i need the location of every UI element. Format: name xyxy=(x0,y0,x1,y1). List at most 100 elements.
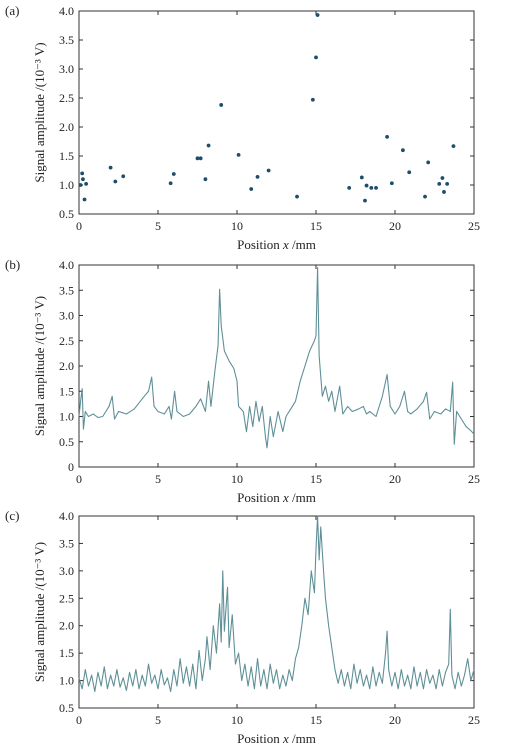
y-tick-label: 4.0 xyxy=(59,509,74,523)
y-axis-label: Signal amplitude /(10⁻³ V) xyxy=(32,542,47,682)
data-point xyxy=(82,197,87,202)
data-point xyxy=(314,55,318,60)
data-point xyxy=(84,181,89,186)
data-point xyxy=(389,181,394,186)
y-tick-label: 0.5 xyxy=(59,207,74,221)
x-tick-label: 0 xyxy=(76,713,82,727)
y-tick-label: 3.5 xyxy=(59,33,74,47)
data-point xyxy=(219,103,224,107)
data-point xyxy=(401,148,405,153)
y-tick-label: 1.0 xyxy=(59,410,74,424)
y-tick-label: 1.0 xyxy=(59,674,74,688)
y-tick-label: 2.5 xyxy=(59,334,74,348)
panel-a: 0 5 10 15 20 25 0.5 1.0 1.5 2.0 2.5 3.0 3.5 4.0 (a) Pos… xyxy=(5,3,480,252)
x-tick-label: 5 xyxy=(155,713,161,727)
panel-label: (c) xyxy=(5,508,19,523)
series-line xyxy=(78,266,475,449)
data-point xyxy=(310,97,315,102)
x-tick-label: 20 xyxy=(389,219,401,233)
x-axis-label-text: Position xyxy=(237,237,283,252)
data-point xyxy=(255,174,260,179)
x-tick-label: 15 xyxy=(310,713,322,727)
x-axis-label: Position x /mm xyxy=(237,237,316,252)
data-point xyxy=(236,152,241,157)
data-point xyxy=(295,194,299,199)
y-axis-label: Signal amplitude /(10⁻³ V) xyxy=(32,296,47,436)
data-point xyxy=(437,181,442,186)
plot-frame xyxy=(78,515,475,709)
series-line xyxy=(78,515,475,693)
y-tick-label: 2.0 xyxy=(59,619,74,633)
x-tick-label: 25 xyxy=(468,219,480,233)
data-point xyxy=(423,194,427,199)
y-tick-label: 3.0 xyxy=(59,309,74,323)
data-point xyxy=(363,198,367,203)
data-point xyxy=(171,172,176,176)
panel-c: 0 5 10 15 20 25 0.5 1.0 1.5 2.0 2.5 3.0 3.5 4.0 (c) Pos… xyxy=(5,508,480,746)
x-tick-label: 0 xyxy=(76,472,82,486)
data-point xyxy=(108,165,113,170)
data-point xyxy=(203,177,208,182)
y-tick-label: 4.0 xyxy=(59,258,74,272)
y-tick-label: 2.5 xyxy=(59,591,74,605)
data-point xyxy=(440,176,445,180)
y-tick-label: 2.0 xyxy=(59,359,74,373)
x-tick-label: 15 xyxy=(310,219,322,233)
x-tick-label: 5 xyxy=(155,472,161,486)
x-tick-label: 10 xyxy=(231,219,243,233)
data-point xyxy=(385,134,389,139)
y-axis-label: Signal amplitude /(10⁻³ V) xyxy=(32,42,47,182)
data-point xyxy=(78,183,83,187)
panel-b: 0 5 10 15 20 25 0 0.5 1.0 1.5 2.0 2.5 3.0 3.5 4.0 (b) Po… xyxy=(5,257,480,505)
y-tick-label: 4.0 xyxy=(59,4,74,18)
y-tick-label: 0.5 xyxy=(59,701,74,715)
y-tick-label: 3.0 xyxy=(59,62,74,76)
plot-frame xyxy=(78,264,475,468)
x-axis-label-variable: x xyxy=(282,731,289,746)
data-point xyxy=(315,13,320,17)
x-tick-label: 20 xyxy=(389,713,401,727)
data-point xyxy=(81,177,85,182)
x-tick-label: 25 xyxy=(468,472,480,486)
panel-label: (a) xyxy=(5,3,19,18)
data-point xyxy=(195,156,200,161)
y-tick-label: 3.5 xyxy=(59,536,74,550)
data-point xyxy=(442,190,446,194)
x-axis-label: Position x /mm xyxy=(237,490,316,505)
y-tick-label: 1.5 xyxy=(59,384,74,398)
data-point xyxy=(249,187,254,191)
x-axis-label-unit: /mm xyxy=(289,490,316,505)
data-point xyxy=(359,175,364,180)
y-tick-label: 2.5 xyxy=(59,91,74,105)
y-tick-label: 0 xyxy=(68,460,74,474)
panel-label: (b) xyxy=(5,257,20,272)
data-point xyxy=(266,168,271,173)
data-point xyxy=(364,183,369,188)
data-point xyxy=(206,143,211,148)
y-tick-label: 3.5 xyxy=(59,283,74,297)
data-point xyxy=(451,144,456,149)
data-point xyxy=(374,186,378,190)
x-tick-label: 10 xyxy=(231,713,243,727)
y-tick-label: 3.0 xyxy=(59,564,74,578)
x-axis-label: Position x /mm xyxy=(237,731,316,746)
x-tick-label: 5 xyxy=(155,219,161,233)
y-tick-label: 0.5 xyxy=(59,435,74,449)
y-tick-label: 1.5 xyxy=(59,149,74,163)
y-tick-label: 2.0 xyxy=(59,120,74,134)
data-point xyxy=(407,170,412,175)
x-axis-label-unit: /mm xyxy=(289,731,316,746)
y-tick-label: 1.0 xyxy=(59,178,74,192)
data-point xyxy=(113,179,118,184)
x-axis-label-variable: x xyxy=(282,237,289,252)
data-point xyxy=(121,174,126,179)
data-point xyxy=(80,171,85,176)
x-axis-label-variable: x xyxy=(282,490,289,505)
x-axis-label-text: Position xyxy=(237,490,283,505)
x-tick-label: 25 xyxy=(468,713,480,727)
x-tick-label: 0 xyxy=(76,219,82,233)
data-point xyxy=(445,181,450,186)
plot-frame xyxy=(78,10,475,215)
x-tick-label: 20 xyxy=(389,472,401,486)
